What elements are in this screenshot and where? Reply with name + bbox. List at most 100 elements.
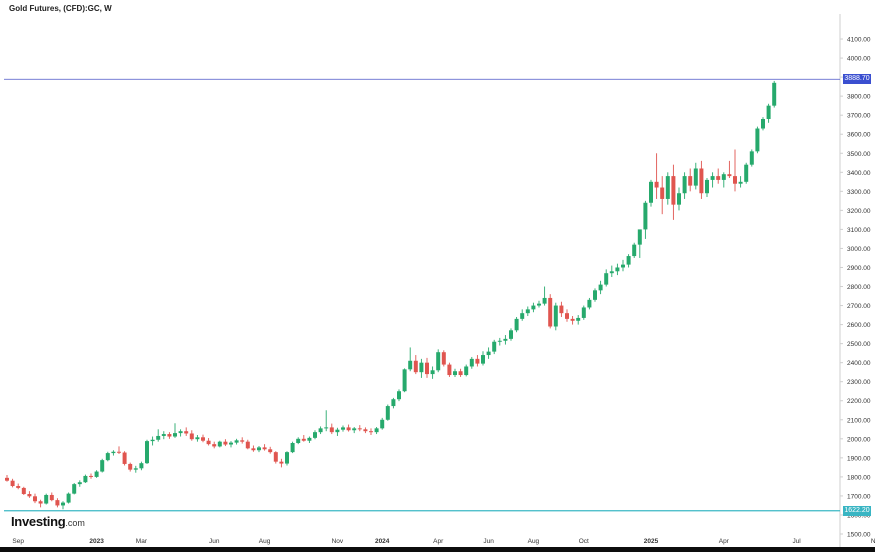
candle-up[interactable] <box>761 118 765 129</box>
candle-up[interactable] <box>609 271 614 274</box>
candle-up[interactable] <box>77 482 82 485</box>
candle-up[interactable] <box>509 330 513 339</box>
candle-down[interactable] <box>55 500 60 506</box>
candle-up[interactable] <box>453 371 457 376</box>
candle-up[interactable] <box>229 442 233 445</box>
candle-up[interactable] <box>520 313 525 319</box>
candle-up[interactable] <box>72 484 77 494</box>
candle-up[interactable] <box>705 179 709 194</box>
candle-up[interactable] <box>419 362 424 373</box>
candle-up[interactable] <box>632 244 637 257</box>
candle-up[interactable] <box>665 176 670 199</box>
candle-down[interactable] <box>5 477 9 481</box>
candle-up[interactable] <box>481 355 485 364</box>
candle-down[interactable] <box>189 433 194 440</box>
candle-up[interactable] <box>105 453 110 461</box>
candle-up[interactable] <box>195 437 200 440</box>
candle-up[interactable] <box>66 493 71 503</box>
candle-down[interactable] <box>128 463 133 470</box>
candle-down[interactable] <box>268 449 273 453</box>
candle-down[interactable] <box>10 480 15 487</box>
candle-up[interactable] <box>156 435 161 440</box>
candle-down[interactable] <box>273 452 278 462</box>
candle-up[interactable] <box>94 471 99 477</box>
candle-up[interactable] <box>587 299 592 308</box>
candle-down[interactable] <box>357 428 362 430</box>
candle-up[interactable] <box>721 174 726 180</box>
candle-up[interactable] <box>621 264 625 268</box>
candle-up[interactable] <box>531 305 536 310</box>
candle-up[interactable] <box>643 202 648 230</box>
candle-down[interactable] <box>559 305 564 314</box>
candle-up[interactable] <box>626 256 631 265</box>
candle-down[interactable] <box>38 501 43 504</box>
candle-down[interactable] <box>654 181 659 188</box>
candle-down[interactable] <box>201 437 205 441</box>
candle-down[interactable] <box>184 431 189 434</box>
candle-up[interactable] <box>514 318 519 331</box>
candle-up[interactable] <box>402 369 407 392</box>
candle-down[interactable] <box>413 360 418 373</box>
candle-down[interactable] <box>565 313 569 319</box>
candle-up[interactable] <box>133 468 138 470</box>
candle-down[interactable] <box>363 429 368 432</box>
candle-down[interactable] <box>49 494 54 501</box>
candle-up[interactable] <box>61 502 65 506</box>
candle-up[interactable] <box>178 431 183 434</box>
candle-down[interactable] <box>262 447 267 450</box>
candle-up[interactable] <box>173 433 177 437</box>
candle-up[interactable] <box>335 429 340 433</box>
candle-up[interactable] <box>352 428 357 431</box>
candle-up[interactable] <box>593 290 597 300</box>
candle-up[interactable] <box>161 434 166 436</box>
candle-up[interactable] <box>285 452 289 464</box>
candle-down[interactable] <box>688 176 693 186</box>
candle-up[interactable] <box>682 176 687 194</box>
candle-up[interactable] <box>44 494 49 504</box>
candle-up[interactable] <box>83 475 88 483</box>
candle-up[interactable] <box>677 193 681 205</box>
candle-down[interactable] <box>16 486 21 488</box>
candle-down[interactable] <box>570 318 575 321</box>
candle-down[interactable] <box>716 176 721 180</box>
candle-down[interactable] <box>660 187 665 199</box>
candle-down[interactable] <box>447 364 452 376</box>
candle-down[interactable] <box>223 441 228 445</box>
candle-up[interactable] <box>469 358 474 367</box>
candle-up[interactable] <box>385 406 390 420</box>
candle-down[interactable] <box>117 451 121 453</box>
candle-down[interactable] <box>21 487 26 495</box>
candle-up[interactable] <box>604 273 609 285</box>
candle-up[interactable] <box>464 366 469 376</box>
candle-down[interactable] <box>369 431 373 433</box>
candle-up[interactable] <box>581 307 586 318</box>
candle-down[interactable] <box>122 452 127 464</box>
candle-up[interactable] <box>290 443 295 453</box>
candle-up[interactable] <box>542 297 547 304</box>
candle-up[interactable] <box>217 441 222 447</box>
candle-up[interactable] <box>525 309 530 314</box>
candle-down[interactable] <box>251 448 256 451</box>
candle-up[interactable] <box>553 305 558 327</box>
candle-down[interactable] <box>458 371 463 376</box>
candle-up[interactable] <box>537 303 541 306</box>
candle-up[interactable] <box>492 341 497 352</box>
candle-up[interactable] <box>341 427 345 430</box>
candle-down[interactable] <box>301 438 306 441</box>
candle-up[interactable] <box>710 176 715 180</box>
candle-up[interactable] <box>145 441 149 464</box>
candle-up[interactable] <box>772 82 777 106</box>
candle-down[interactable] <box>206 440 211 445</box>
candle-down[interactable] <box>33 496 37 502</box>
candle-down[interactable] <box>475 358 480 364</box>
candle-down[interactable] <box>727 174 732 177</box>
candle-down[interactable] <box>548 297 553 327</box>
candle-up[interactable] <box>150 439 155 442</box>
candle-down[interactable] <box>425 362 429 375</box>
candle-up[interactable] <box>503 338 508 341</box>
candle-up[interactable] <box>749 151 754 165</box>
candle-down[interactable] <box>733 176 737 184</box>
candle-up[interactable] <box>755 128 760 152</box>
candle-up[interactable] <box>324 427 329 429</box>
